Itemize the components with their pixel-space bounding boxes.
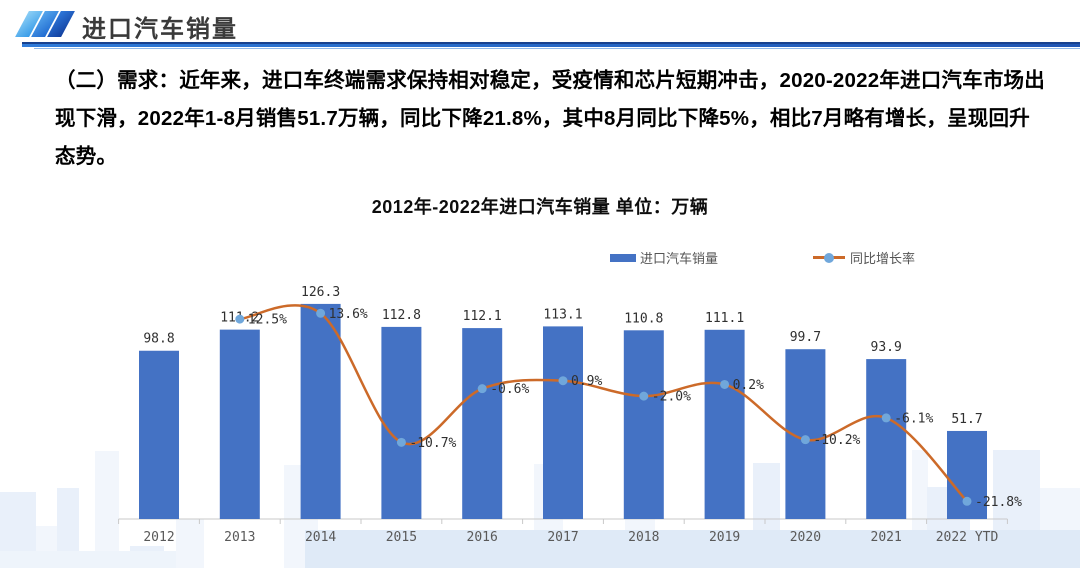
year-label: 2017 [547,530,578,545]
title-underline [22,42,1080,44]
growth-value-label: 13.6% [329,307,368,322]
growth-point [477,384,487,394]
bar-value-label: 111.1 [705,311,744,326]
bar [543,326,583,519]
chart-legend: 进口汽车销量 同比增长率 [610,248,915,267]
bar-value-label: 98.8 [143,332,174,347]
year-label: 2012 [143,530,174,545]
bar [623,330,664,519]
bar [139,350,179,519]
growth-value-label: -0.6% [490,382,529,397]
growth-value-label: -10.2% [813,433,860,448]
growth-value-label: -10.7% [409,436,456,451]
year-label: 2020 [790,530,821,545]
year-label: 2018 [628,530,659,545]
legend-label-growth: 同比增长率 [850,251,916,266]
bar [381,326,422,519]
bar [300,303,341,519]
growth-line [239,304,968,503]
bar-swatch-icon [610,253,636,262]
bar-value-label: 51.7 [951,412,982,427]
page-title: 进口汽车销量 [82,16,238,43]
growth-point [396,437,406,447]
growth-value-label: 0.9% [571,374,602,389]
bar [866,359,907,519]
bar-value-label: 112.1 [463,309,502,324]
growth-point [962,496,972,506]
plot-area: 98.82012111.22013126.32014112.82015112.1… [118,285,1022,545]
bar [704,329,745,519]
growth-point [316,308,326,318]
growth-value-label: -21.8% [975,495,1022,510]
growth-value-label: -2.0% [652,390,691,405]
growth-value-label: 0.2% [733,378,764,393]
growth-point [558,376,568,386]
growth-value-label: -6.1% [894,411,933,426]
legend-label-sales: 进口汽车销量 [640,251,719,266]
bar-value-label: 112.8 [382,308,421,323]
year-label: 2022 YTD [936,530,999,545]
bar [462,328,503,519]
bar-value-label: 93.9 [871,340,902,355]
year-label: 2014 [305,530,336,545]
bar [219,329,260,519]
year-label: 2019 [709,530,740,545]
bar-value-label: 99.7 [790,330,821,345]
growth-point [639,391,649,401]
body-paragraph: （二）需求：近年来，进口车终端需求保持相对稳定，受疫情和芯片短期冲击，2020-… [55,69,1045,168]
year-label: 2021 [871,530,902,545]
title-underline-light [34,47,1080,49]
legend-item-sales[interactable]: 进口汽车销量 [610,248,718,267]
growth-point [881,413,891,423]
bar-value-label: 110.8 [624,311,663,326]
year-label: 2016 [467,530,498,545]
bar-value-label: 126.3 [301,285,340,300]
growth-point [800,435,810,445]
growth-point [720,379,730,389]
growth-value-label: 12.5% [248,313,287,328]
title-underline-main [22,44,1080,47]
chart-title: 2012年-2022年进口汽车销量 单位：万辆 [371,197,709,217]
bar-value-label: 113.1 [543,307,582,322]
growth-point [235,314,245,324]
year-label: 2015 [386,530,417,545]
line-swatch-icon [813,252,846,263]
year-label: 2013 [224,530,255,545]
legend-item-growth[interactable]: 同比增长率 [813,248,915,267]
